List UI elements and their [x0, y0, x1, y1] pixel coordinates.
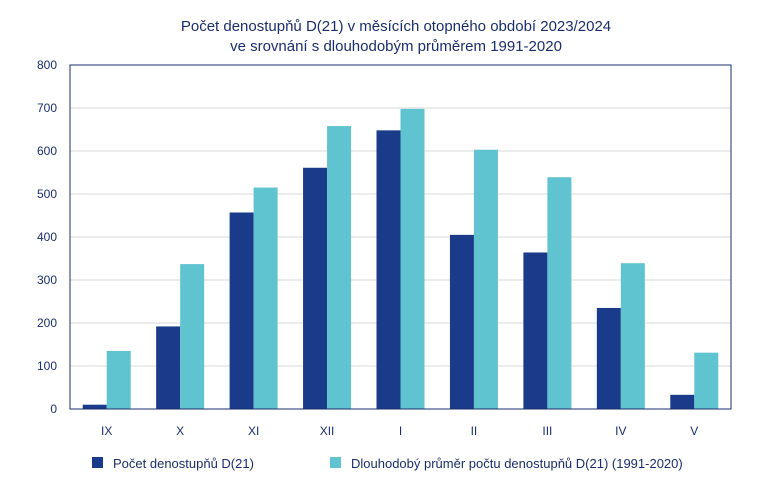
bar-series-1 — [449, 234, 474, 409]
bar-series-2 — [547, 177, 572, 409]
y-tick-label: 200 — [37, 316, 57, 330]
x-tick-label: I — [399, 424, 402, 438]
bar-series-1 — [156, 326, 181, 409]
y-tick-label: 400 — [37, 230, 57, 244]
y-tick-label: 500 — [37, 187, 57, 201]
bar-series-2 — [106, 350, 131, 409]
x-tick-label: IX — [101, 424, 112, 438]
bar-series-2 — [400, 108, 425, 410]
chart-title-line-1: Počet denostupňů D(21) v měsících otopné… — [181, 18, 611, 35]
x-tick-label: V — [690, 424, 698, 438]
chart-title-line-2: ve srovnání s dlouhodobým průměrem 1991-… — [230, 38, 562, 55]
bar-series-1 — [523, 252, 548, 409]
legend-swatch-series-2 — [330, 457, 341, 468]
bar-series-1 — [670, 394, 695, 409]
y-tick-label: 800 — [37, 58, 57, 72]
bar-series-1 — [303, 167, 328, 409]
bar-series-2 — [473, 149, 498, 409]
x-tick-label: XI — [248, 424, 259, 438]
legend-label-series-1: Počet denostupňů D(21) — [113, 456, 254, 471]
bar-series-2 — [253, 187, 278, 409]
legend: Počet denostupňů D(21) Dlouhodobý průměr… — [92, 456, 683, 471]
y-axis-tick-labels: 0 100 200 300 400 500 600 700 800 — [37, 58, 57, 416]
bar-series-1 — [376, 130, 401, 410]
bar-series-1 — [82, 404, 107, 409]
bar-series-2 — [180, 264, 205, 409]
y-tick-label: 300 — [37, 273, 57, 287]
bar-series-2 — [620, 263, 645, 409]
y-tick-label: 600 — [37, 144, 57, 158]
y-tick-label: 0 — [50, 402, 57, 416]
y-tick-label: 700 — [37, 101, 57, 115]
bar-series-2 — [327, 126, 352, 409]
x-tick-label: X — [176, 424, 184, 438]
bar-series-2 — [694, 352, 719, 409]
bar-series-1 — [229, 212, 254, 409]
bar-series-1 — [596, 307, 621, 409]
plot-frame — [69, 64, 732, 410]
bars — [82, 108, 719, 410]
chart-title: Počet denostupňů D(21) v měsících otopné… — [181, 18, 611, 55]
y-tick-label: 100 — [37, 359, 57, 373]
axes — [69, 64, 732, 410]
x-axis-tick-labels: IX X XI XII I II III IV V — [101, 424, 698, 438]
x-tick-label: XII — [320, 424, 335, 438]
legend-swatch-series-1 — [92, 457, 103, 468]
legend-label-series-2: Dlouhodobý průměr počtu denostupňů D(21)… — [351, 456, 683, 471]
x-tick-label: III — [542, 424, 552, 438]
x-tick-label: II — [471, 424, 478, 438]
x-tick-label: IV — [615, 424, 626, 438]
